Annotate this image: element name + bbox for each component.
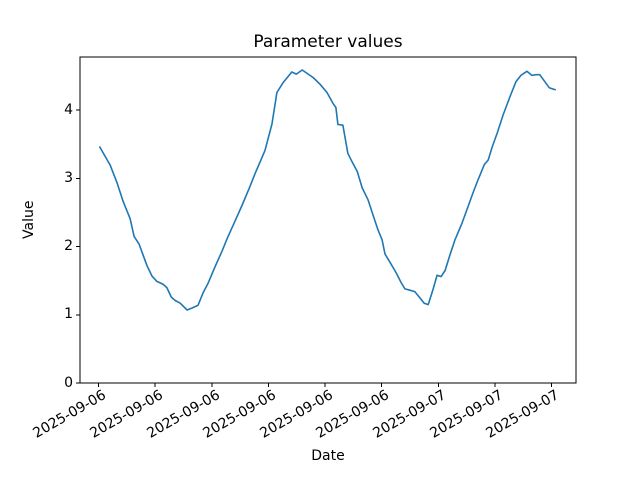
axes-frame <box>79 56 577 384</box>
x-axis-label: Date <box>311 448 345 464</box>
data-line <box>99 69 557 311</box>
y-tick-label: 2 <box>64 238 73 255</box>
y-tick-label: 4 <box>64 101 73 118</box>
chart-title: Parameter values <box>253 32 403 52</box>
y-tick-label: 1 <box>64 306 73 323</box>
y-tick-label: 3 <box>64 169 73 186</box>
y-tick-label: 0 <box>64 374 73 391</box>
y-axis-label: Value <box>21 200 37 239</box>
